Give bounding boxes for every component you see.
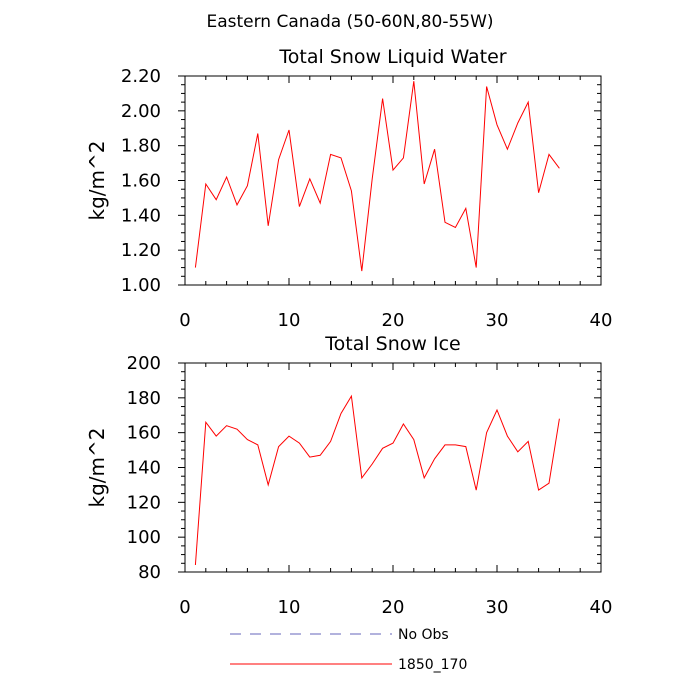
y-tick-label: 1.20 — [121, 240, 161, 261]
y-tick-label: 80 — [138, 562, 161, 583]
figure-suptitle: Eastern Canada (50-60N,80-55W) — [206, 12, 493, 32]
plot-frame — [184, 362, 602, 573]
y-tick-label: 1.80 — [121, 136, 161, 157]
chart-panel-2: Total Snow Ice kg/m^2 0 10 20 30 40 80 100 120 140… — [85, 333, 612, 618]
legend-label-1: No Obs — [398, 627, 449, 643]
x-tick-label: 0 — [179, 310, 190, 331]
y-tick-label: 100 — [127, 527, 161, 548]
x-tick-label: 40 — [590, 310, 613, 331]
chart-panel-1: Total Snow Liquid Water kg/m^2 0 10 20 30 40 1.… — [85, 46, 612, 331]
x-tick-label: 10 — [278, 597, 301, 618]
x-tick-label: 30 — [486, 597, 509, 618]
x-tick-label: 20 — [382, 310, 405, 331]
legend-label-2: 1850_170 — [398, 657, 467, 673]
y-tick-label: 120 — [127, 492, 161, 513]
y-tick-label: 2.20 — [121, 66, 161, 87]
y-tick-label: 180 — [127, 388, 161, 409]
y-tick-label: 140 — [127, 458, 161, 479]
x-tick-label: 0 — [179, 597, 190, 618]
y-tick-label: 1.60 — [121, 171, 161, 192]
x-tick-label: 30 — [486, 310, 509, 331]
series-line-1 — [194, 81, 560, 272]
y-axis-label: kg/m^2 — [85, 428, 109, 508]
x-tick-label: 40 — [590, 597, 613, 618]
y-axis-label: kg/m^2 — [85, 141, 109, 221]
y-tick-label: 160 — [127, 423, 161, 444]
series-line-1 — [194, 394, 560, 566]
panel-title: Total Snow Ice — [324, 333, 460, 355]
x-tick-label: 20 — [382, 597, 405, 618]
plot-frame — [184, 75, 602, 286]
y-tick-label: 2.00 — [121, 101, 161, 122]
panel-title: Total Snow Liquid Water — [278, 46, 506, 68]
y-tick-label: 200 — [127, 353, 161, 374]
y-tick-label: 1.00 — [121, 275, 161, 296]
legend: No Obs 1850_170 — [230, 627, 467, 673]
y-tick-label: 1.40 — [121, 205, 161, 226]
chart-panels: Total Snow Liquid Water kg/m^2 0 10 20 30 40 1.… — [85, 46, 612, 618]
x-tick-label: 10 — [278, 310, 301, 331]
